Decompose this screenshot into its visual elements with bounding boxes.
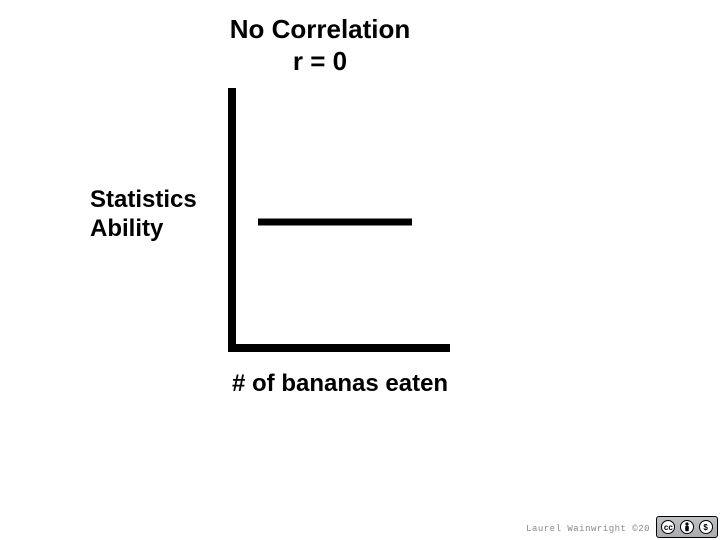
chart-axes xyxy=(0,0,720,540)
attribution-text: Laurel Wainwright ©20 xyxy=(526,524,650,534)
by-icon xyxy=(680,520,694,534)
license-badge: cc $ xyxy=(656,516,718,538)
cc-icon: cc xyxy=(661,520,675,534)
nc-icon: $ xyxy=(699,520,713,534)
x-axis-label: # of bananas eaten xyxy=(232,370,448,398)
